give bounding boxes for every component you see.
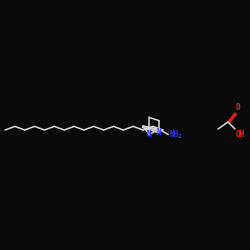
Text: OH: OH (236, 130, 245, 139)
Text: 2: 2 (178, 134, 182, 139)
Text: NH: NH (170, 130, 179, 139)
Text: N: N (147, 130, 152, 139)
Text: N: N (157, 128, 162, 137)
Text: O: O (236, 103, 240, 112)
